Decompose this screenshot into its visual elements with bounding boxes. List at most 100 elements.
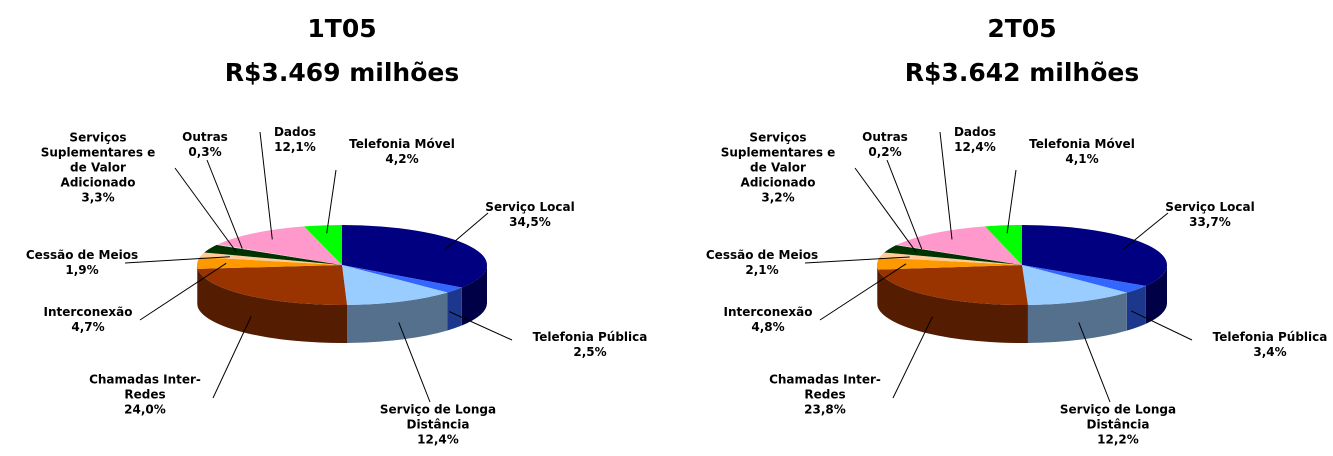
label-name: Outras [862, 130, 908, 144]
chart-title: 2T05 [987, 14, 1057, 43]
label-name: Cessão de Meios [705, 248, 819, 262]
label-name: Interconexão [43, 305, 133, 319]
slice-side [461, 265, 487, 326]
label-value: 24,0% [124, 402, 166, 417]
label-name: Cessão de Meios [25, 248, 139, 262]
slice-label: Outras 0,3% [146, 130, 264, 160]
label-name: Telefonia Pública [532, 330, 648, 344]
slice-side [877, 265, 878, 308]
slice-label: Interconexão 4,8% [709, 305, 827, 335]
slice-side [877, 269, 1028, 343]
slice [342, 265, 462, 293]
label-name: Serviços Suplementares e de Valor Adicio… [720, 130, 836, 190]
label-name: Serviço de Longa Distância [1059, 402, 1177, 432]
slice-label: Chamadas Inter-Redes 23,8% [766, 373, 884, 418]
slice [197, 265, 348, 306]
label-value: 3,3% [81, 190, 115, 205]
slice-label: Dados 12,1% [236, 125, 354, 155]
label-name: Chamadas Inter-Redes [769, 372, 881, 402]
slice [897, 226, 1022, 265]
label-name: Serviços Suplementares e de Valor Adicio… [40, 130, 156, 190]
slice-label: Serviço de Longa Distância 12,2% [1059, 403, 1177, 448]
slice-label: Telefonia Móvel 4,2% [343, 137, 461, 167]
leader-line [449, 311, 513, 341]
slice-label: Serviço Local 34,5% [471, 200, 589, 230]
slice-label: Chamadas Inter-Redes 24,0% [86, 373, 204, 418]
slice [896, 244, 1022, 265]
slice-side [1027, 292, 1127, 343]
label-value: 12,1% [274, 140, 316, 154]
slice-label: Interconexão 4,7% [29, 305, 147, 335]
slice [1022, 225, 1168, 286]
slice-side [447, 287, 462, 331]
slice [204, 244, 342, 265]
label-name: Dados [273, 125, 317, 139]
slice-side [197, 265, 198, 307]
label-name: Telefonia Móvel [349, 137, 455, 151]
leader-line [1122, 212, 1169, 250]
slice [197, 257, 342, 269]
slice-side [1145, 265, 1167, 324]
leader-line [139, 262, 227, 321]
leader-line [212, 316, 252, 399]
label-value: 4,7% [71, 320, 105, 334]
label-value: 1,9% [65, 263, 99, 277]
slice [1022, 265, 1127, 305]
label-value: 0,2% [868, 145, 902, 159]
label-value: 12,4% [954, 140, 996, 154]
leader-line [892, 316, 933, 399]
label-value: 3,2% [761, 190, 795, 205]
slice [985, 225, 1022, 265]
slice [1022, 265, 1146, 293]
label-value: 12,2% [1097, 432, 1139, 447]
label-value: 2,5% [573, 345, 607, 359]
leader-line [124, 256, 230, 264]
label-name: Dados [953, 125, 997, 139]
slice [877, 265, 1028, 306]
slice-label: Serviços Suplementares e de Valor Adicio… [39, 131, 157, 206]
slice-side [197, 268, 348, 343]
label-name: Serviço Local [485, 200, 575, 214]
leader-line [1130, 310, 1193, 341]
slice-side [1126, 285, 1146, 331]
slice [342, 225, 487, 288]
label-value: 4,2% [385, 152, 419, 166]
slice-label: Cessão de Meios 1,9% [23, 248, 141, 278]
leader-line [444, 212, 489, 251]
leader-line [398, 322, 431, 403]
slice-label: Dados 12,4% [916, 125, 1034, 155]
leader-line [1078, 322, 1111, 403]
slice-label: Telefonia Pública 3,4% [1211, 330, 1329, 360]
leader-line [206, 159, 243, 249]
slice [342, 265, 448, 305]
label-name: Chamadas Inter-Redes [89, 372, 201, 402]
slice-label: Serviço Local 33,7% [1151, 200, 1269, 230]
label-name: Serviço Local [1165, 200, 1255, 214]
slice-label: Serviço de Longa Distância 12,4% [379, 403, 497, 448]
slice-label: Serviços Suplementares e de Valor Adicio… [719, 131, 837, 206]
chart-subtitle: R$3.642 milhões [904, 58, 1140, 87]
label-value: 23,8% [804, 402, 846, 417]
label-value: 34,5% [509, 215, 551, 229]
chart-title: 1T05 [307, 14, 377, 43]
label-value: 3,4% [1253, 345, 1287, 359]
leader-line [1006, 169, 1017, 234]
slice [216, 244, 342, 265]
slice-label: Outras 0,2% [826, 130, 944, 160]
leader-line [819, 263, 907, 321]
label-name: Telefonia Móvel [1029, 137, 1135, 151]
slice [199, 252, 342, 265]
label-value: 0,3% [188, 145, 222, 159]
slice [879, 252, 1022, 265]
leader-line [174, 167, 237, 253]
slice-label: Telefonia Pública 2,5% [531, 330, 649, 360]
label-value: 4,1% [1065, 152, 1099, 166]
label-name: Telefonia Pública [1212, 330, 1328, 344]
slice [304, 225, 342, 265]
leader-line [886, 159, 923, 250]
slice [218, 226, 342, 265]
leader-line [259, 131, 273, 240]
leader-line [939, 131, 953, 240]
label-value: 2,1% [745, 263, 779, 277]
